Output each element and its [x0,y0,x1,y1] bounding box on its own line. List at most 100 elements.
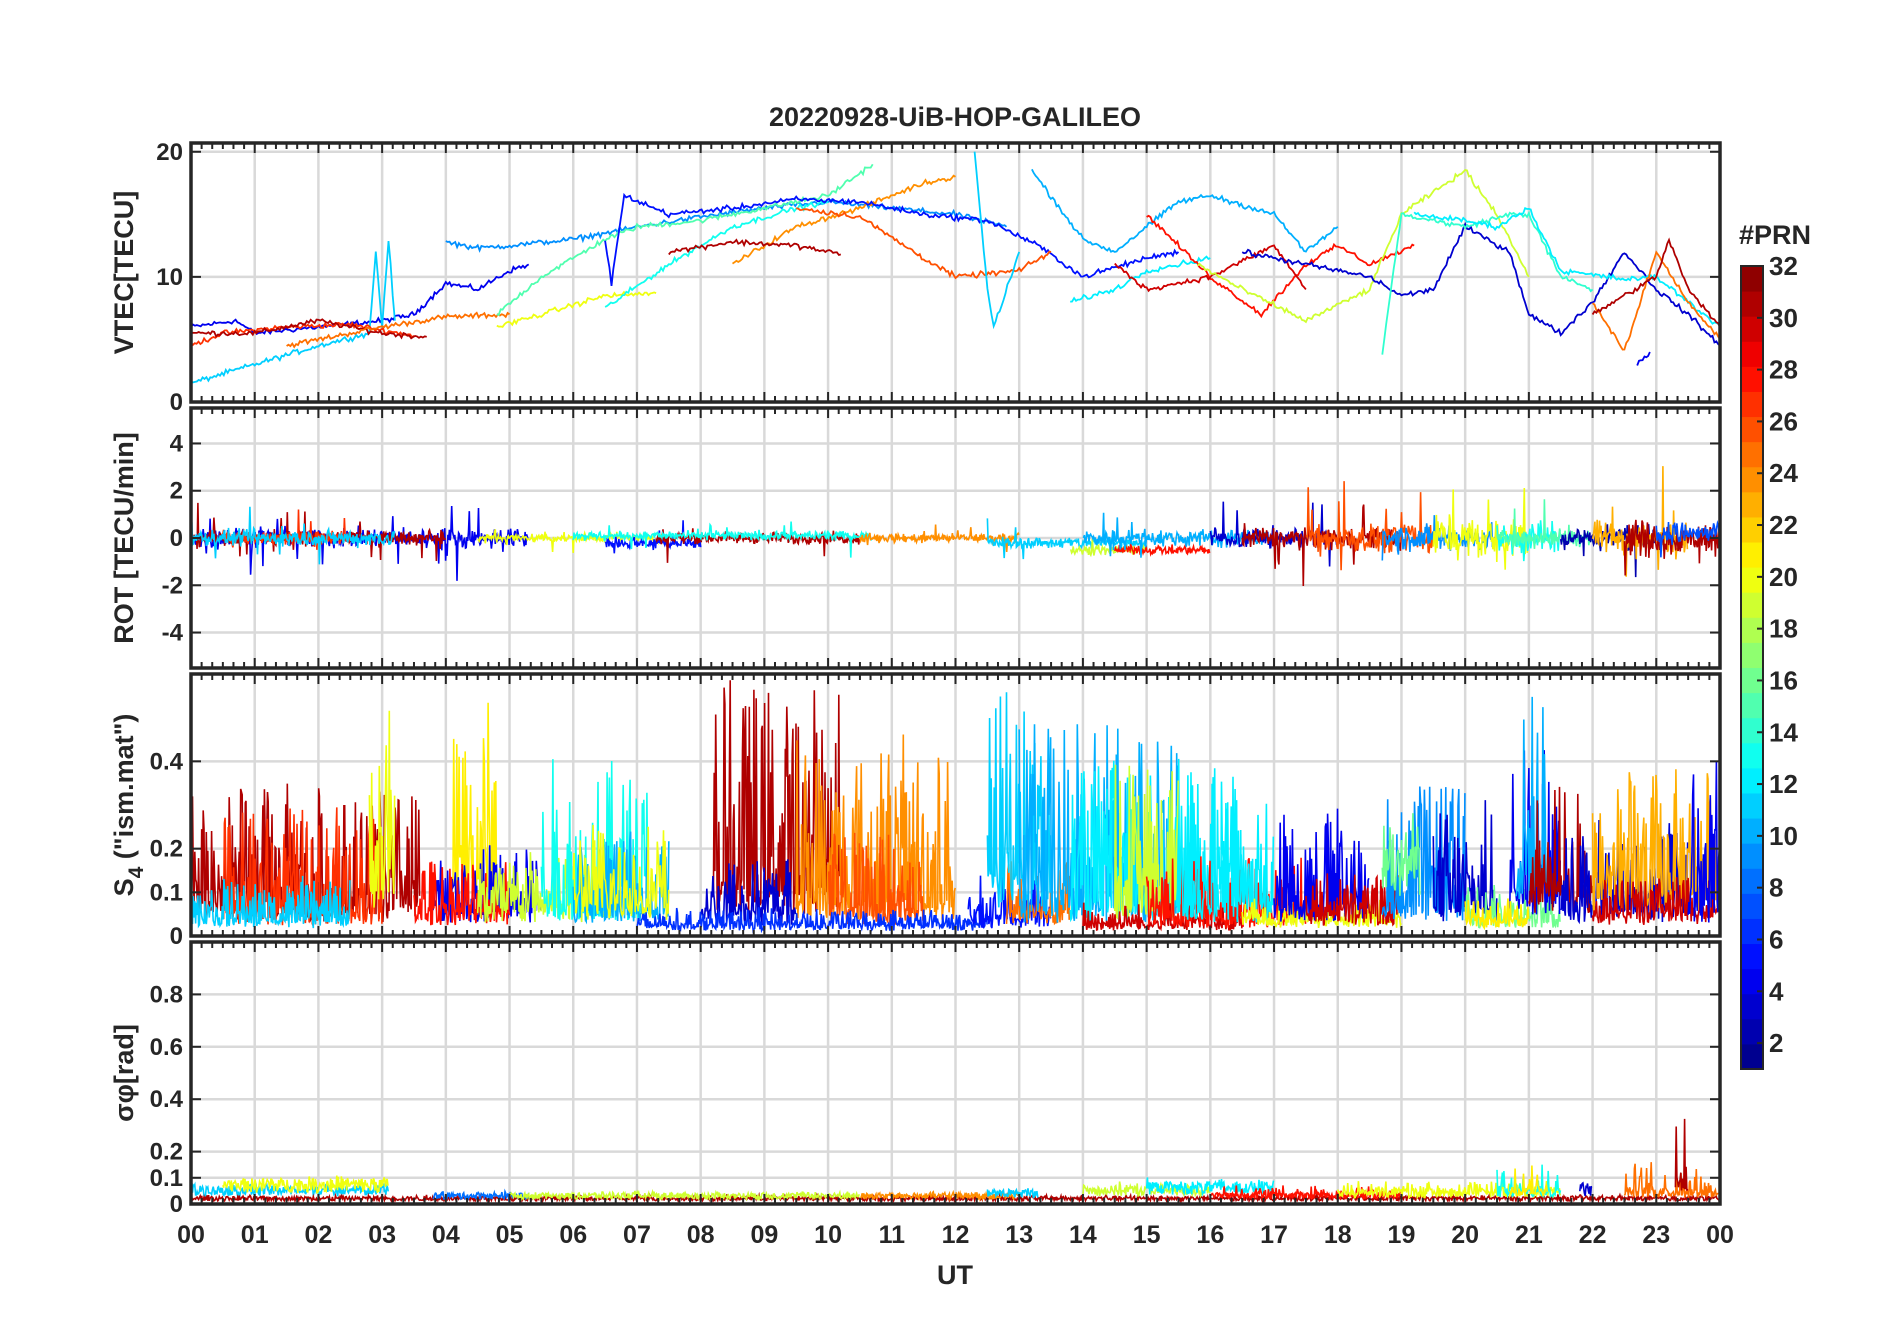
colorbar-level [1741,341,1763,367]
series-prn-20 [368,710,396,908]
y-axis-label: σφ[rad] [109,1024,139,1122]
series-prn-14 [1381,210,1594,355]
y-tick-label: 2 [170,478,183,505]
colorbar-label: #PRN [1739,220,1811,250]
colorbar-level [1741,717,1763,744]
y-tick-label: 0.4 [150,1086,184,1113]
panel-vtec: 0 10 20 VTEC[TECU] [109,139,1722,416]
series-prn-12 [1177,783,1275,923]
series-prn-9 [1381,786,1466,921]
rot-series [191,466,1720,587]
colorbar-level [1741,416,1763,443]
series-prn-31 [668,238,842,257]
chart-title: 20220928-UiB-HOP-GALILEO [769,102,1141,132]
series-prn-25 [286,311,511,349]
y-axis-label: ROT [TECU/min] [109,432,139,643]
colorbar-level [1741,567,1763,593]
y-tick-label: 0.4 [150,748,184,775]
axes-box [189,940,1722,1206]
series-prn-23 [1591,769,1720,915]
series-prn-16 [1381,813,1421,896]
series-prn-24 [859,524,1020,553]
colorbar-level [1741,617,1763,643]
colorbar-level [1741,366,1763,392]
series-prn-24 [859,1189,1020,1203]
series-prn-24 [732,174,956,265]
x-tick-label: 11 [879,1221,906,1249]
series-prn-4 [1636,351,1651,366]
y-axis-label: VTEC[TECU] [109,191,139,355]
y-tick-label: 0 [170,923,183,950]
series-prn-13 [572,521,873,558]
colorbar-tick-label: 32 [1769,251,1798,281]
series-prn-26 [828,832,924,926]
x-tick-label: 07 [623,1221,651,1249]
colorbar-level [1741,592,1763,618]
colorbar-tick-label: 10 [1769,821,1798,851]
series-prn-12 [1413,207,1720,328]
x-tick-label: 19 [1388,1221,1416,1249]
series-prn-13 [604,199,829,308]
series-prn-11 [191,875,351,929]
x-tick-label: 02 [305,1221,333,1249]
colorbar-tick-label: 24 [1769,458,1798,488]
y-tick-label: 10 [156,264,183,291]
series-prn-4 [1687,760,1720,923]
series-prn-3 [1579,1181,1593,1197]
x-tick-label: 16 [1196,1221,1224,1249]
x-axis-label: UT [937,1260,973,1290]
x-tick-labels: 00 01 02 03 04 05 06 07 08 09 10 11 12 13 14 15 16 17 18 19… [177,1221,1734,1249]
series-prn-28 [1114,542,1211,557]
series-prn-31 [1591,237,1720,328]
colorbar-tick-label: 28 [1769,355,1798,385]
series-prn-12 [1070,255,1211,303]
s4-series [191,680,1720,934]
y-tick-label: 20 [156,139,183,166]
y-tick-label: 0 [170,389,183,416]
colorbar-level [1741,491,1763,518]
colorbar-tick-label: 12 [1769,769,1798,799]
colorbar-level [1741,918,1763,945]
series-prn-9 [445,198,1008,253]
x-tick-label: 00 [177,1221,205,1249]
colorbar-tick-label: 26 [1769,406,1798,436]
series-prn-11 [986,1187,1039,1199]
series-prn-19 [1114,764,1179,922]
panel-sigma_phi: 00.10.2 0.4 0.6 0.8 σφ[rad] [109,940,1722,1218]
series-prn-11 [191,241,396,384]
series-prn-10 [572,831,670,925]
y-label-sub: 4 [125,866,148,878]
colorbar-tick-label: 14 [1769,717,1798,747]
x-tick-label: 20 [1451,1221,1479,1249]
series-prn-19 [508,1188,860,1202]
colorbar-level [1741,642,1763,668]
series-prn-24 [795,734,956,920]
x-tick-label: 13 [1005,1221,1033,1249]
x-tick-label: 01 [241,1221,269,1249]
x-tick-label: 09 [750,1221,778,1249]
series-prn-21 [1509,1165,1548,1197]
series-prn-11 [191,1181,389,1198]
series-prn-4 [191,263,530,336]
y-tick-label: 0.6 [150,1034,183,1061]
colorbar-tick-label: 20 [1769,562,1798,592]
x-tick-label: 18 [1324,1221,1352,1249]
series-prn-5 [604,192,1180,287]
colorbar-level [1741,316,1763,342]
colorbar-level [1741,667,1763,694]
series-prn-31 [191,318,427,340]
colorbar-level [1741,893,1763,919]
series-prn-19 [1196,169,1530,324]
colorbar-tick-label: 6 [1769,924,1783,954]
colorbar-tick-label: 8 [1769,873,1783,903]
x-tick-label: 08 [687,1221,715,1249]
series-prn-30 [1305,873,1402,927]
colorbar-level [1741,391,1763,418]
x-tick-label: 17 [1260,1221,1288,1249]
colorbar-level [1741,1043,1763,1070]
series-prn-10 [1515,696,1549,900]
series-prn-10 [1031,168,1339,253]
series-prn-6 [636,907,988,934]
colorbar-level [1741,291,1763,317]
